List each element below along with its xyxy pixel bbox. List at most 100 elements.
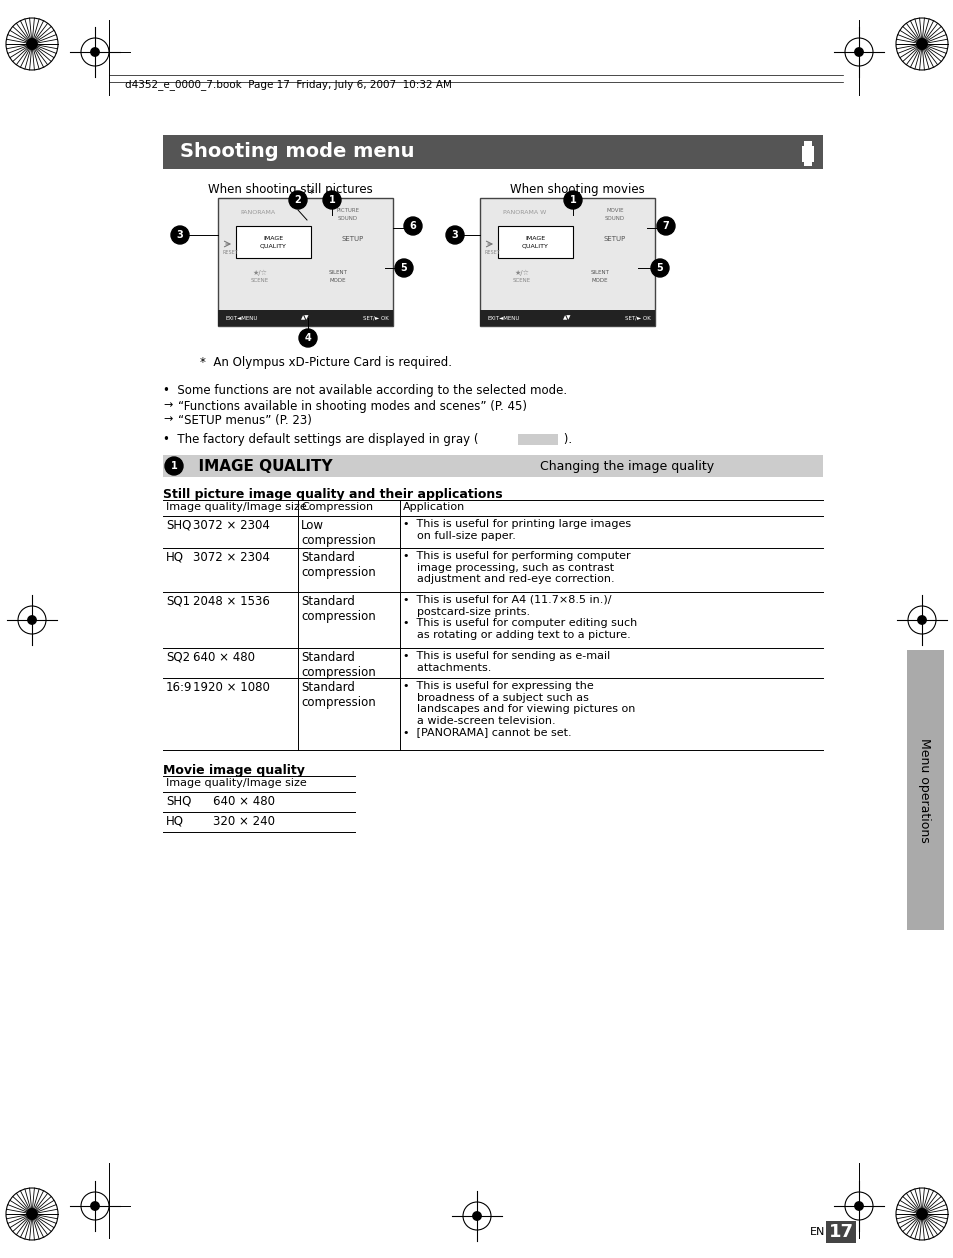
Bar (235, 226, 311, 258)
Bar (801, 146, 813, 162)
Circle shape (916, 39, 926, 49)
Circle shape (298, 330, 316, 347)
Text: Standard
compression: Standard compression (301, 681, 375, 710)
Circle shape (650, 259, 668, 277)
Text: 1: 1 (328, 195, 335, 205)
Text: SQ1: SQ1 (166, 595, 190, 608)
Text: SQ2: SQ2 (166, 650, 190, 664)
Bar (479, 198, 655, 326)
Text: 640 × 480: 640 × 480 (213, 795, 274, 808)
Text: ★/☆: ★/☆ (253, 270, 267, 277)
Text: SET/► OK: SET/► OK (624, 316, 650, 321)
Circle shape (395, 259, 413, 277)
Text: 7: 7 (662, 221, 669, 231)
Text: •  This is useful for A4 (11.7×8.5 in.)/
    postcard-size prints.
•  This is us: • This is useful for A4 (11.7×8.5 in.)/ … (402, 595, 637, 640)
Text: 4: 4 (304, 333, 311, 343)
Text: “SETUP menus” (P. 23): “SETUP menus” (P. 23) (178, 414, 312, 426)
Text: 320 × 240: 320 × 240 (213, 815, 274, 828)
Text: ★/☆: ★/☆ (514, 270, 529, 277)
Text: 1: 1 (569, 195, 576, 205)
Bar (497, 226, 573, 258)
Text: Low
compression: Low compression (301, 520, 375, 547)
Text: →: → (163, 400, 172, 410)
Circle shape (323, 191, 340, 209)
Text: IMAGE: IMAGE (524, 237, 544, 242)
Text: SILENT: SILENT (590, 270, 609, 276)
Circle shape (403, 216, 421, 235)
Text: EXIT◄MENU: EXIT◄MENU (488, 316, 519, 321)
Text: When shooting movies: When shooting movies (510, 182, 644, 196)
Text: SETUP: SETUP (603, 237, 625, 242)
Bar (163, 135, 822, 169)
Text: MODE: MODE (330, 278, 346, 283)
Text: Compression: Compression (301, 502, 373, 512)
Text: d4352_e_0000_7.book  Page 17  Friday, July 6, 2007  10:32 AM: d4352_e_0000_7.book Page 17 Friday, July… (125, 79, 452, 89)
Text: Menu operations: Menu operations (918, 737, 930, 843)
Text: SOUND: SOUND (337, 216, 357, 221)
Circle shape (854, 48, 862, 57)
Text: •  This is useful for printing large images
    on full-size paper.: • This is useful for printing large imag… (402, 520, 631, 541)
Circle shape (165, 457, 183, 476)
Text: Standard
compression: Standard compression (301, 650, 375, 679)
Text: 2: 2 (294, 195, 301, 205)
Text: Shooting mode menu: Shooting mode menu (180, 142, 414, 161)
Text: •  This is useful for expressing the
    broadness of a subject such as
    land: • This is useful for expressing the broa… (402, 681, 635, 737)
Text: Changing the image quality: Changing the image quality (539, 460, 714, 473)
Circle shape (28, 616, 36, 624)
Text: EXIT◄MENU: EXIT◄MENU (226, 316, 258, 321)
Text: •  Some functions are not available according to the selected mode.: • Some functions are not available accor… (163, 384, 566, 398)
Text: ).: ). (559, 433, 572, 447)
Circle shape (657, 216, 675, 235)
Circle shape (289, 191, 307, 209)
Text: PICTURE: PICTURE (336, 208, 359, 213)
Bar (218, 198, 393, 326)
Text: IMAGE: IMAGE (263, 237, 283, 242)
Text: 6: 6 (409, 221, 416, 231)
Circle shape (27, 1209, 37, 1219)
Circle shape (91, 1201, 99, 1210)
Text: 1920 × 1080: 1920 × 1080 (193, 681, 270, 694)
Text: Image quality/Image size: Image quality/Image size (166, 502, 307, 512)
Bar (218, 309, 393, 326)
Text: *: * (309, 189, 314, 199)
Text: *  An Olympus xD-Picture Card is required.: * An Olympus xD-Picture Card is required… (200, 356, 452, 369)
Text: 17: 17 (827, 1223, 853, 1240)
Text: QUALITY: QUALITY (521, 244, 548, 249)
Bar (803, 141, 811, 146)
Text: SHQ: SHQ (166, 795, 192, 808)
Circle shape (27, 39, 37, 49)
Text: SETUP: SETUP (341, 237, 364, 242)
Text: ▲▼: ▲▼ (300, 316, 309, 321)
Text: 640 × 480: 640 × 480 (193, 650, 254, 664)
Text: 2048 × 1536: 2048 × 1536 (193, 595, 270, 608)
Text: Application: Application (402, 502, 465, 512)
Text: 5: 5 (656, 263, 662, 273)
Text: EN: EN (809, 1227, 824, 1237)
Text: MODE: MODE (591, 278, 608, 283)
Circle shape (91, 48, 99, 57)
Text: 3072 × 2304: 3072 × 2304 (193, 520, 270, 532)
Text: →: → (163, 414, 172, 424)
Text: ▲▼: ▲▼ (562, 316, 571, 321)
Text: 16:9: 16:9 (166, 681, 193, 694)
Text: PANORAMA: PANORAMA (240, 210, 275, 215)
Circle shape (854, 1201, 862, 1210)
Text: SHQ: SHQ (166, 520, 192, 532)
Text: SILENT: SILENT (328, 270, 347, 276)
Text: HQ: HQ (166, 551, 184, 564)
Text: Image quality/Image size: Image quality/Image size (166, 777, 307, 788)
Text: •  The factory default settings are displayed in gray (: • The factory default settings are displ… (163, 433, 478, 447)
Bar (803, 162, 811, 166)
Text: SET/► OK: SET/► OK (363, 316, 388, 321)
Text: SCENE: SCENE (513, 278, 531, 283)
Bar (906, 650, 943, 930)
Circle shape (446, 226, 463, 244)
Circle shape (563, 191, 581, 209)
Bar (479, 309, 655, 326)
Text: RESET: RESET (483, 250, 499, 255)
Text: When shooting still pictures: When shooting still pictures (208, 182, 373, 196)
Bar (517, 434, 558, 445)
Text: Standard
compression: Standard compression (301, 551, 375, 579)
Text: 3: 3 (176, 230, 183, 240)
Bar (163, 455, 822, 477)
